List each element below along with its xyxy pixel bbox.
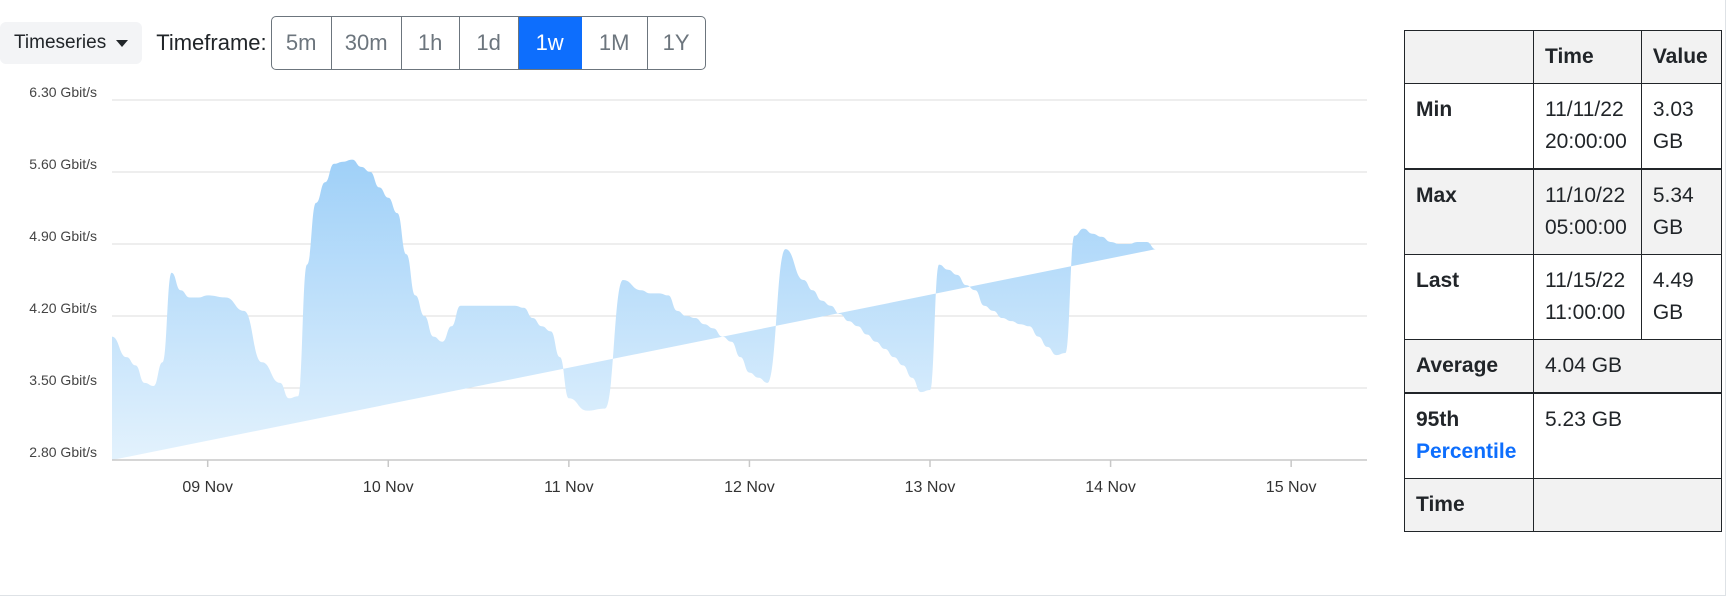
x-tick-label: 14 Nov	[1085, 479, 1136, 496]
timeframe-label: Timeframe:	[156, 30, 267, 55]
stats-time-value	[1533, 478, 1722, 532]
timeframe-5m-button[interactable]: 5m	[272, 17, 332, 69]
timeframe-1h-button[interactable]: 1h	[402, 17, 460, 69]
timeframe-1Y-button[interactable]: 1Y	[662, 30, 690, 55]
stats-time-label: Time	[1404, 478, 1534, 532]
stats-header-value: Value	[1640, 30, 1723, 84]
stats-row-min: Min 11/11/22 20:00:00 3.03 GB	[1404, 83, 1723, 170]
toolbar: Timeseries Timeframe: 5m 30m 1h 1d 1w 1M…	[0, 16, 706, 70]
stats-last-date: 11/15/22	[1545, 269, 1626, 292]
stats-row-percentile: 95th Percentile 5.23 GB	[1404, 392, 1722, 479]
stats-min-number: 3.03	[1652, 98, 1694, 121]
stats-table: Time Value Min 11/11/22 20:00:00 3.03 GB M…	[1404, 30, 1723, 532]
stats-row-time: Time	[1404, 478, 1722, 532]
traffic-area-series	[112, 159, 1156, 460]
stats-max-unit: GB	[1652, 216, 1684, 239]
view-select-dropdown[interactable]: Timeseries	[0, 22, 143, 64]
timeframe-button-group: 5m 30m 1h 1d 1w 1M 1Y	[270, 16, 706, 70]
stats-row-last: Last 11/15/22 11:00:00 4.49 GB	[1404, 254, 1723, 340]
stats-last-clock: 11:00:00	[1545, 301, 1626, 324]
stats-max-number: 5.34	[1652, 184, 1694, 207]
caret-down-icon	[116, 39, 129, 47]
timeframe-1M-button[interactable]: 1M	[582, 17, 648, 69]
y-tick-label: 4.90 Gbit/s	[29, 228, 97, 244]
y-tick-label: 5.60 Gbit/s	[29, 156, 97, 172]
stats-average-value: 4.04 GB	[1533, 339, 1722, 394]
timeframe-1d-button[interactable]: 1d	[460, 17, 519, 69]
y-tick-label: 4.20 Gbit/s	[29, 300, 97, 316]
stats-percentile-text: 95th	[1416, 408, 1460, 431]
timeframe-1w-button[interactable]: 1w	[518, 17, 582, 69]
percentile-link[interactable]: Percentile	[1416, 440, 1517, 463]
stats-last-number: 4.49	[1652, 269, 1694, 292]
stats-last-unit: GB	[1652, 301, 1684, 324]
stats-percentile-label: 95th Percentile	[1404, 392, 1534, 479]
stats-min-label: Min	[1404, 83, 1534, 170]
stats-max-time: 11/10/22 05:00:00	[1533, 168, 1642, 255]
stats-row-max: Max 11/10/22 05:00:00 5.34 GB	[1404, 168, 1723, 255]
x-tick-label: 09 Nov	[182, 479, 233, 496]
x-tick-label: 11 Nov	[544, 479, 594, 496]
stats-header-blank	[1404, 30, 1534, 84]
x-tick-label: 15 Nov	[1266, 479, 1317, 496]
view-select-label: Timeseries	[14, 32, 107, 53]
stats-row-average: Average 4.04 GB	[1404, 339, 1722, 394]
x-tick-label: 13 Nov	[905, 479, 956, 496]
stats-last-time: 11/15/22 11:00:00	[1533, 254, 1642, 340]
stats-max-clock: 05:00:00	[1545, 216, 1627, 239]
stats-min-time: 11/11/22 20:00:00	[1533, 83, 1642, 170]
y-tick-label: 2.80 Gbit/s	[29, 444, 97, 460]
traffic-chart: 6.30 Gbit/s 5.60 Gbit/s 4.90 Gbit/s 4.20 Gb…	[29, 85, 1367, 496]
stats-min-date: 11/11/22	[1545, 98, 1624, 121]
stats-last-label: Last	[1404, 254, 1534, 340]
stats-last-value: 4.49 GB	[1640, 254, 1723, 340]
panel: Timeseries Timeframe: 5m 30m 1h 1d 1w 1M…	[0, 0, 1726, 596]
y-tick-label: 6.30 Gbit/s	[29, 85, 97, 100]
timeframe-30m-button[interactable]: 30m	[332, 17, 402, 69]
stats-percentile-value: 5.23 GB	[1533, 392, 1722, 479]
x-tick-label: 12 Nov	[724, 479, 775, 496]
stats-header-time: Time	[1533, 30, 1642, 84]
y-tick-label: 3.50 Gbit/s	[29, 372, 97, 388]
x-tick-label: 10 Nov	[363, 479, 414, 496]
stats-min-unit: GB	[1652, 130, 1684, 153]
stats-max-value: 5.34 GB	[1640, 168, 1723, 255]
stats-max-label: Max	[1404, 168, 1534, 255]
stats-average-label: Average	[1404, 339, 1534, 394]
stats-max-date: 11/10/22	[1545, 184, 1626, 207]
stats-min-clock: 20:00:00	[1545, 130, 1627, 153]
stats-min-value: 3.03 GB	[1640, 83, 1723, 170]
